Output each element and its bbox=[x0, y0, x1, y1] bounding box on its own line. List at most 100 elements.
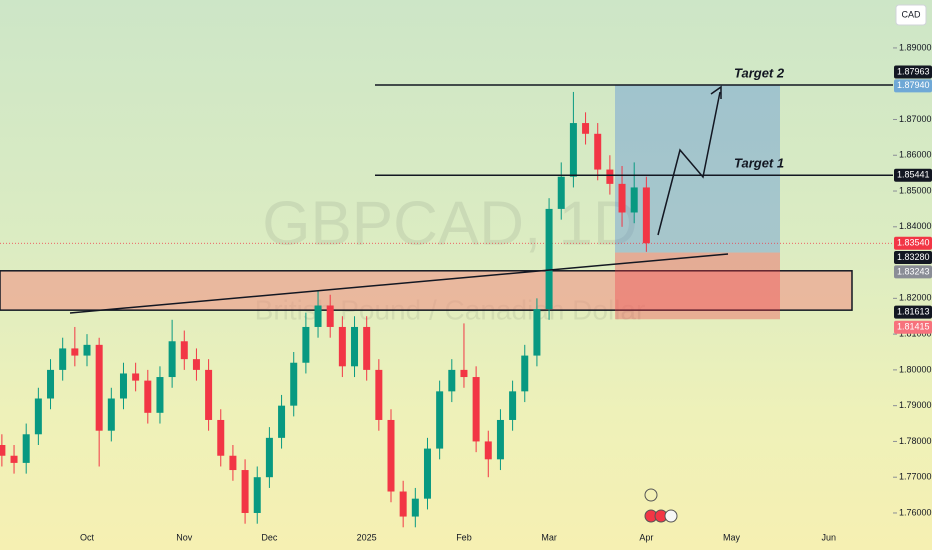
candle-body bbox=[192, 359, 200, 370]
candle-body bbox=[314, 305, 322, 327]
loss-zone bbox=[615, 252, 780, 320]
candle-body bbox=[156, 377, 164, 413]
support-zone bbox=[0, 270, 853, 311]
x-tick-label: May bbox=[723, 532, 741, 542]
candle-body bbox=[34, 398, 42, 435]
trendline bbox=[69, 253, 729, 314]
candle-body bbox=[205, 369, 213, 420]
price-label: 1.87963 bbox=[897, 66, 930, 76]
price-label-box bbox=[894, 305, 932, 319]
candle-body bbox=[375, 369, 383, 420]
price-label: 1.83540 bbox=[897, 238, 930, 248]
candle-body bbox=[630, 187, 638, 213]
price-label-box bbox=[894, 236, 932, 250]
price-label-box bbox=[894, 65, 932, 79]
candle-body bbox=[241, 470, 249, 513]
candle-body bbox=[107, 398, 115, 431]
x-tick-label: Apr bbox=[639, 532, 653, 542]
watermark-title: GBPCAD, 1D bbox=[262, 189, 638, 258]
candle-body bbox=[132, 373, 140, 381]
candle-body bbox=[436, 391, 444, 449]
y-tick-label: 1.82000 bbox=[899, 293, 932, 303]
x-tick-label: Oct bbox=[80, 532, 95, 542]
candle-body bbox=[338, 326, 346, 367]
x-tick-label: Jun bbox=[822, 532, 837, 542]
candle-body bbox=[484, 441, 492, 460]
candle-body bbox=[278, 405, 286, 438]
candle-body bbox=[180, 341, 188, 360]
x-tick-label: Dec bbox=[261, 532, 278, 542]
candle-body bbox=[606, 169, 614, 184]
x-tick-label: Mar bbox=[541, 532, 557, 542]
target-label: Target 2 bbox=[734, 65, 785, 80]
arrow-head bbox=[710, 85, 722, 99]
price-label-box bbox=[894, 168, 932, 182]
currency: CAD bbox=[901, 9, 921, 19]
candle-body bbox=[10, 455, 18, 463]
event-icon[interactable] bbox=[644, 488, 658, 502]
candle-body bbox=[399, 491, 407, 517]
candle-body bbox=[618, 183, 626, 213]
y-tick-label: 1.78000 bbox=[899, 436, 932, 446]
y-tick-label: 1.85000 bbox=[899, 185, 932, 195]
candle-body bbox=[460, 369, 468, 378]
candle-body bbox=[594, 133, 602, 170]
candle-body bbox=[387, 419, 395, 492]
price-label-box bbox=[894, 320, 932, 334]
candle-body bbox=[144, 380, 152, 413]
candle-body bbox=[363, 326, 371, 370]
y-tick-label: 1.89000 bbox=[899, 42, 932, 52]
candle-body bbox=[290, 362, 298, 406]
y-tick-label: 1.86000 bbox=[899, 150, 932, 160]
candle-body bbox=[423, 448, 431, 499]
candle-body bbox=[0, 445, 6, 456]
y-tick-label: 1.87000 bbox=[899, 114, 932, 124]
candle-body bbox=[217, 419, 225, 456]
candle-body bbox=[168, 341, 176, 378]
event-icon[interactable] bbox=[664, 509, 678, 523]
candle-body bbox=[47, 369, 55, 399]
y-tick-label: 1.84000 bbox=[899, 221, 932, 231]
x-tick-label: 2025 bbox=[357, 532, 377, 542]
candle-body bbox=[326, 305, 334, 327]
price-label: 1.87940 bbox=[897, 80, 930, 90]
y-tick-label: 1.79000 bbox=[899, 400, 932, 410]
x-tick-label: Nov bbox=[176, 532, 193, 542]
candle-body bbox=[472, 377, 480, 442]
projection-arrow bbox=[657, 91, 721, 236]
candle-body bbox=[557, 176, 565, 209]
candle-body bbox=[59, 348, 67, 370]
candle-body bbox=[448, 369, 456, 392]
candle-body bbox=[302, 326, 310, 363]
candle-body bbox=[496, 419, 504, 460]
candle-body bbox=[521, 355, 529, 392]
currency-box[interactable] bbox=[895, 4, 927, 26]
price-label-box bbox=[894, 251, 932, 265]
candle-body bbox=[411, 498, 419, 517]
candle-body bbox=[351, 326, 359, 367]
price-label-box bbox=[894, 79, 932, 93]
price-label: 1.83280 bbox=[897, 252, 930, 262]
x-tick-label: Feb bbox=[456, 532, 472, 542]
candle-body bbox=[545, 208, 553, 310]
candle-body bbox=[95, 344, 103, 431]
candle-body bbox=[582, 123, 590, 134]
candle-body bbox=[569, 123, 577, 177]
price-label: 1.85441 bbox=[897, 170, 930, 180]
target-label: Target 1 bbox=[734, 156, 784, 171]
price-label: 1.83243 bbox=[897, 266, 930, 276]
y-tick-label: 1.80000 bbox=[899, 364, 932, 374]
price-label: 1.81613 bbox=[897, 307, 930, 317]
candle-body bbox=[642, 187, 650, 244]
y-tick-label: 1.76000 bbox=[899, 507, 932, 517]
candle-body bbox=[22, 434, 30, 463]
price-label-box bbox=[894, 265, 932, 279]
candle-body bbox=[253, 477, 261, 513]
price-label: 1.81415 bbox=[897, 322, 930, 332]
candle-body bbox=[533, 309, 541, 356]
candle-body bbox=[119, 373, 127, 399]
candle-body bbox=[509, 391, 517, 420]
plot: 1.760001.770001.780001.790001.800001.810… bbox=[0, 42, 932, 542]
profit-zone bbox=[615, 85, 780, 253]
